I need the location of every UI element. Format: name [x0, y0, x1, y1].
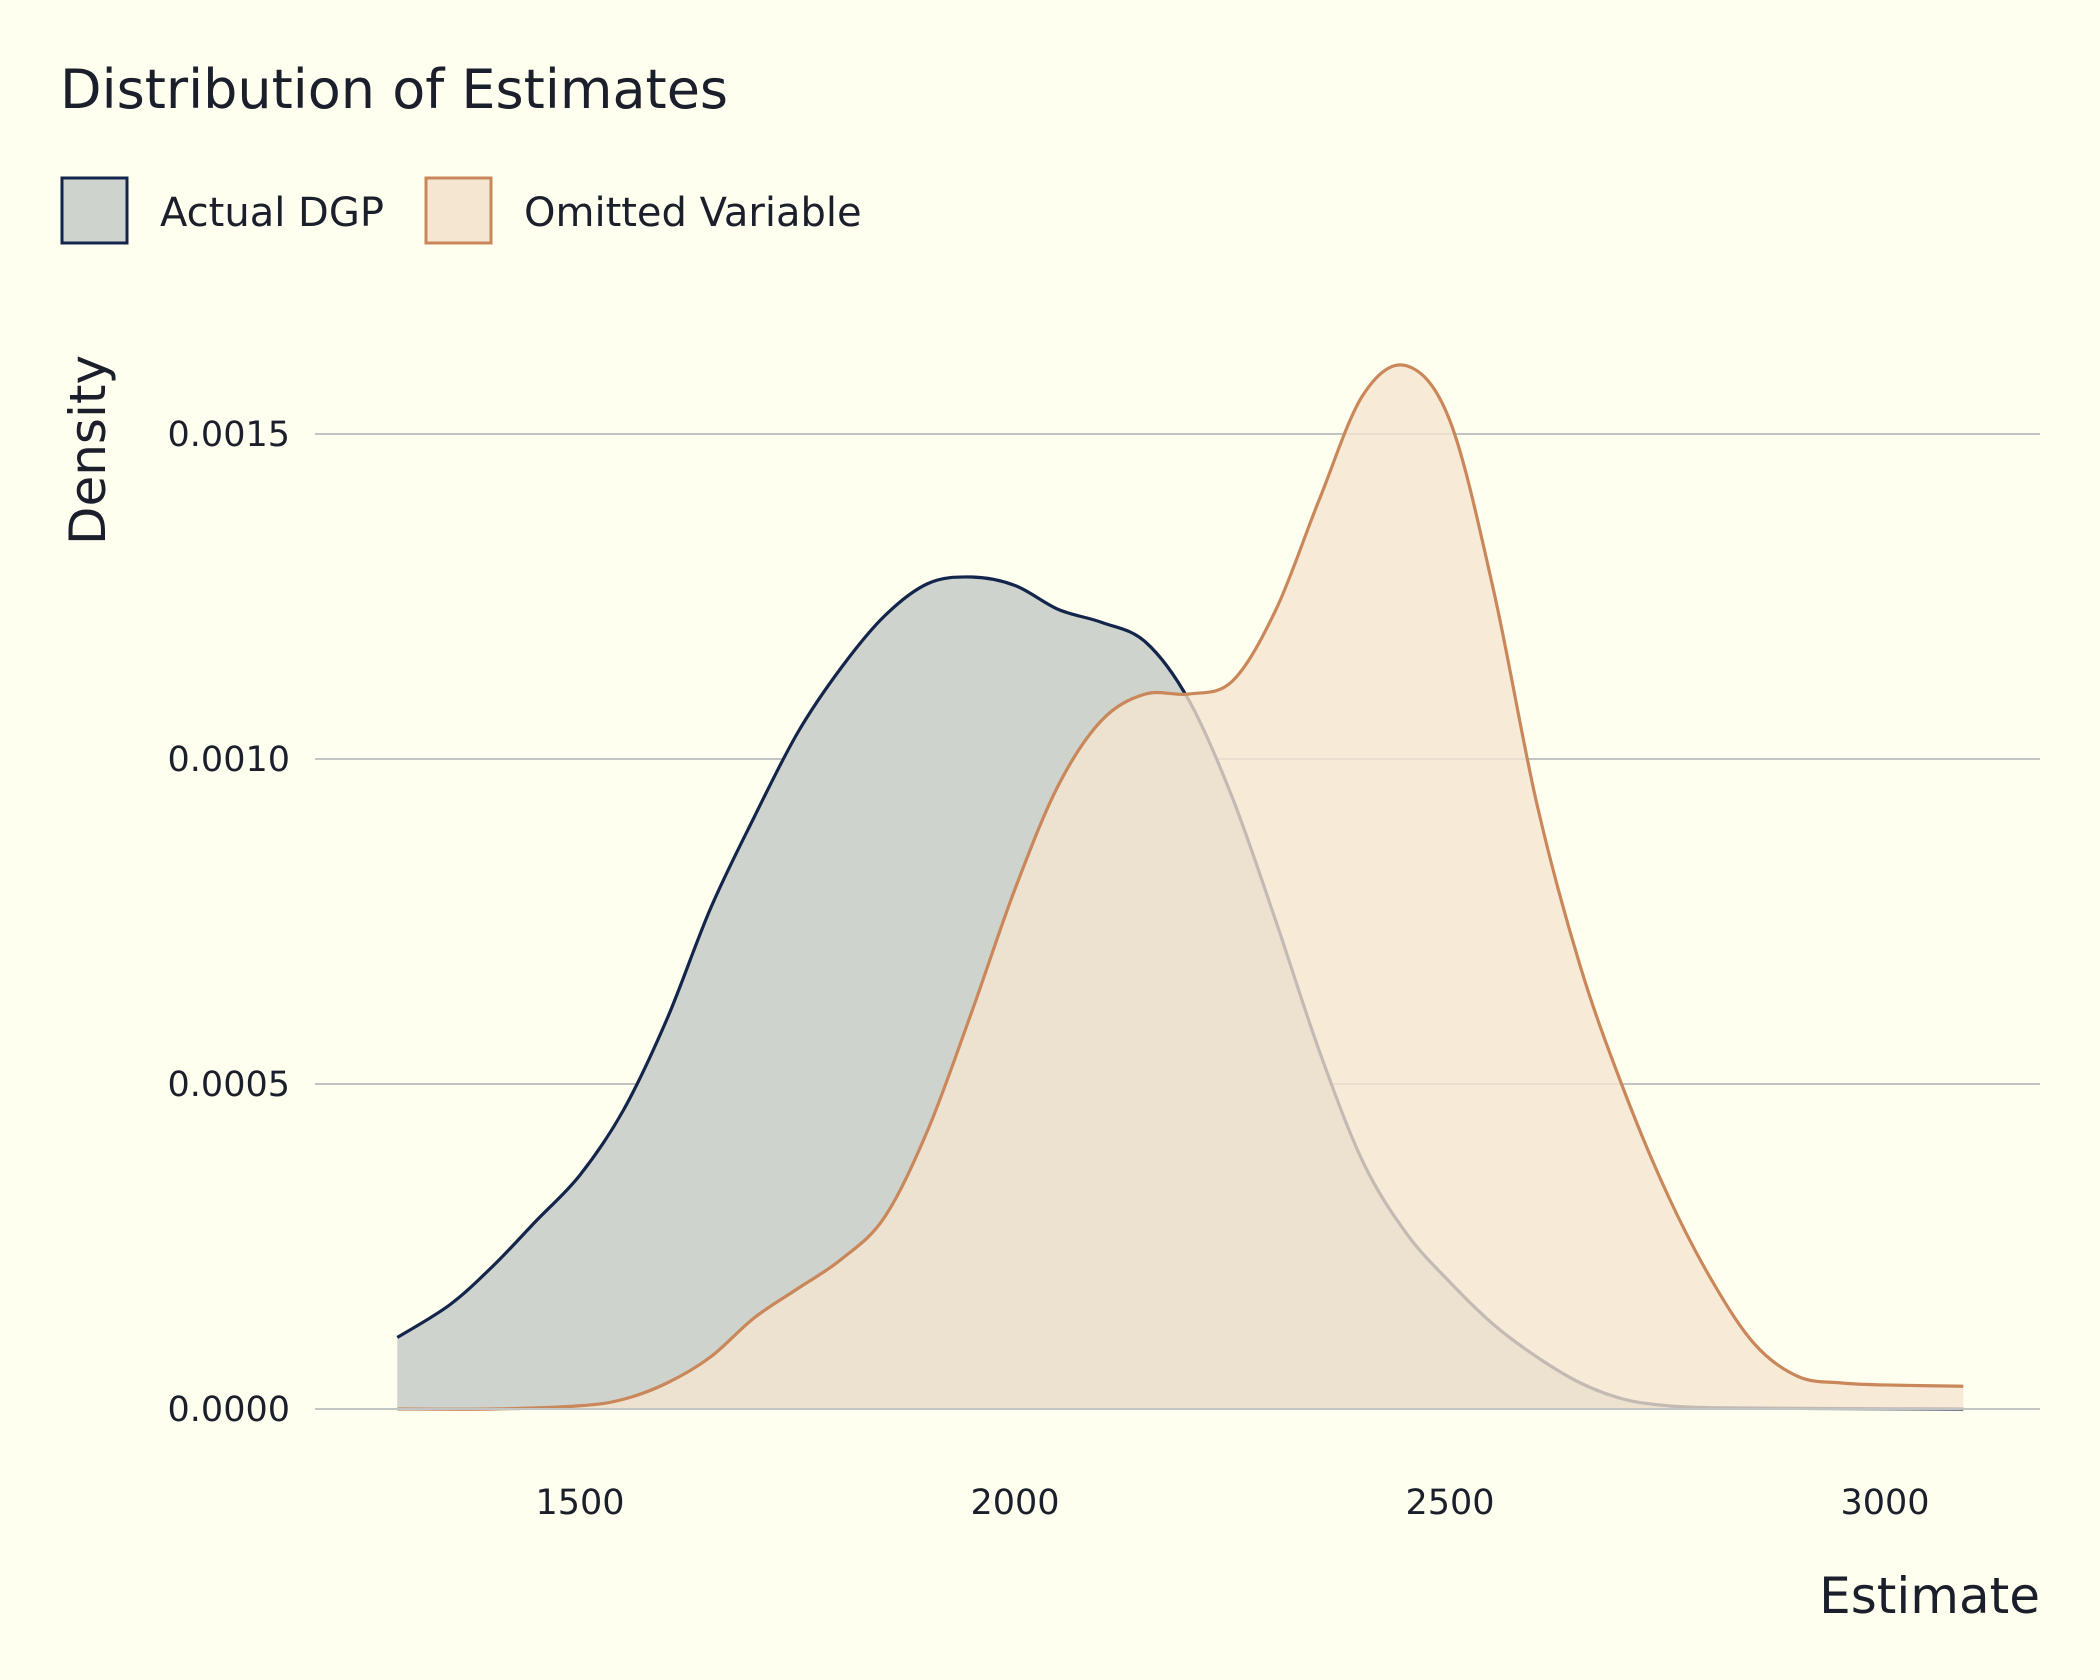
x-axis-ticks: 1500 2000 2500 3000	[535, 1483, 1929, 1523]
x-axis-title: Estimate	[1819, 1567, 2040, 1625]
legend: Actual DGP Omitted Variable	[60, 176, 862, 245]
density-areas	[315, 363, 2040, 1411]
x-tick-label: 2500	[1405, 1483, 1494, 1523]
legend-swatch-actual-dgp	[60, 176, 129, 245]
y-tick-label: 0.0000	[168, 1390, 290, 1430]
x-tick-label: 3000	[1840, 1483, 1929, 1523]
y-tick-label: 0.0015	[168, 415, 290, 455]
area-omitted-variable	[397, 364, 1964, 1410]
y-axis-title: Density	[59, 355, 117, 545]
legend-label-actual-dgp: Actual DGP	[160, 190, 384, 236]
legend-label-omitted-variable: Omitted Variable	[524, 190, 862, 236]
line-omitted-variable	[397, 363, 1964, 1411]
legend-swatch-omitted-variable	[424, 176, 493, 245]
x-tick-label: 1500	[535, 1483, 624, 1523]
y-tick-label: 0.0005	[168, 1065, 290, 1105]
y-tick-label: 0.0010	[168, 740, 290, 780]
chart-title: Distribution of Estimates	[60, 58, 728, 121]
x-tick-label: 2000	[970, 1483, 1059, 1523]
y-axis-ticks: 0.0000 0.0005 0.0010 0.0015	[168, 415, 290, 1430]
